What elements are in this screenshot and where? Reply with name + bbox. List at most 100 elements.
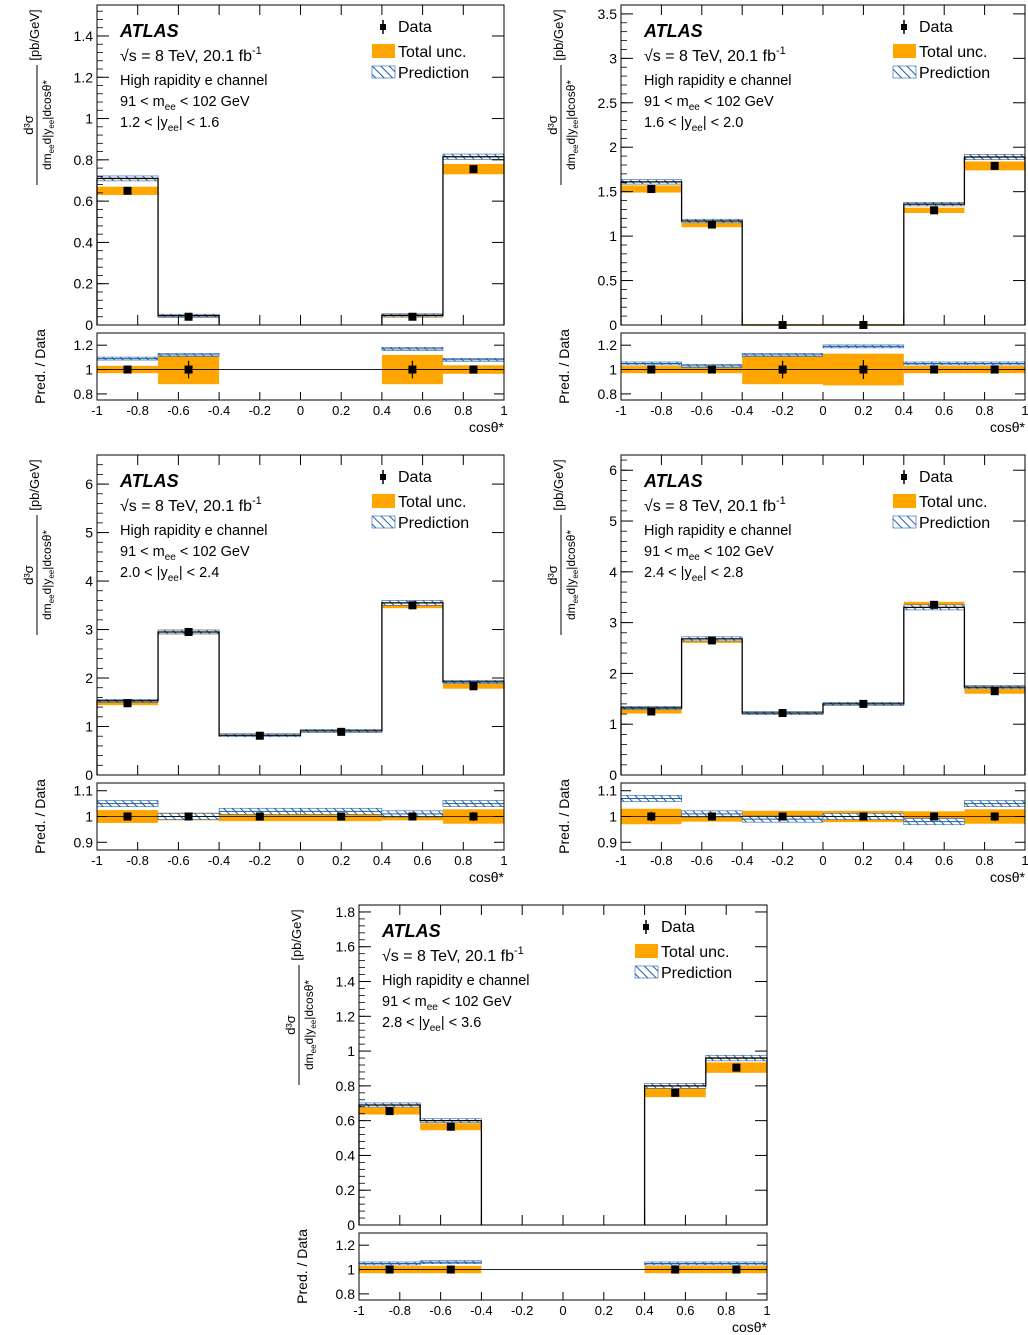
data-point [647,185,656,193]
y-tick-label: 1.4 [74,28,94,44]
ratio-axis-title: Pred. / Data [556,779,572,854]
x-tick-label: 0.8 [976,853,994,868]
y-tick-label: 1.5 [598,184,618,200]
x-tick-label: 0.8 [717,1303,735,1318]
x-tick-label: -0.2 [511,1303,533,1318]
legend-total-unc-label: Total unc. [398,44,466,61]
x-axis-title: cosθ* [732,1319,768,1335]
x-axis-title: cosθ* [469,419,505,435]
channel-label: High rapidity e channel [120,523,268,539]
panel-2: 0 0.5 1 1.5 2 2.5 3 3.5 ATLAS √s = 8 TeV, 20.1 fb… [545,4,1028,435]
y-axis-numerator: d³σ [545,115,560,135]
y-axis-title: d³σ dmeed|yee|dcosθ* [pb/GeV] [21,9,56,185]
prediction-histogram [96,156,505,325]
x-tick-label: -0.4 [208,403,230,418]
ratio-y-tick-label: 1 [609,809,617,825]
x-tick-label: 0.2 [332,853,350,868]
y-tick-label: 2 [609,665,617,681]
y-axis-title: d³σ dmeed|yee|dcosθ* [pb/GeV] [545,459,580,635]
data-point [990,161,999,170]
ratio-y-tick-label: 1.2 [74,337,94,353]
data-point [859,699,868,708]
data-point [778,709,787,718]
y-tick-label: 0 [85,317,93,333]
ratio-y-tick-label: 1.1 [598,783,618,799]
ratio-y-tick-label: 1 [85,362,93,378]
energy-label: √s = 8 TeV, 20.1 fb-1 [644,45,786,65]
ratio-y-tick-label: 0.9 [74,834,94,850]
energy-label: √s = 8 TeV, 20.1 fb-1 [644,495,786,515]
y-tick-label: 2 [609,139,617,155]
legend-total-unc-swatch [893,494,916,508]
y-tick-label: 0.4 [74,234,94,250]
x-tick-label: -0.6 [691,403,713,418]
x-tick-label: 0.2 [854,853,872,868]
y-tick-label: 1 [609,228,617,244]
y-tick-label: 3 [609,50,617,66]
mass-label: 91 < mee < 102 GeV [120,94,250,113]
x-tick-label: 0.6 [414,403,432,418]
x-tick-label: 0 [297,853,304,868]
atlas-label: ATLAS [119,471,179,491]
legend-prediction-swatch [371,65,396,79]
channel-label: High rapidity e channel [382,973,530,989]
prediction-histogram [96,602,505,775]
y-axis-unit: [pb/GeV] [27,9,42,60]
ratio-y-tick-label: 1 [347,1262,355,1278]
panel-1: 0 0.2 0.4 0.6 0.8 1 1.2 1.4 ATLAS √s = 8 TeV, 20.… [21,4,508,435]
mass-label: 91 < mee < 102 GeV [644,544,774,563]
channel-label: High rapidity e channel [120,73,268,89]
ratio-y-tick-label: 1 [609,362,617,378]
y-axis-title: d³σ dmeed|yee|dcosθ* [pb/GeV] [283,909,318,1085]
y-axis-numerator: d³σ [545,565,560,585]
legend-prediction-label: Prediction [661,965,732,982]
legend-data-label: Data [661,919,695,936]
panel-5: 0 0.2 0.4 0.6 0.8 1 1.2 1.4 1.6 1.8 ATLAS √s = 8 Te… [283,904,771,1335]
y-tick-label: 0 [609,317,617,333]
data-point [990,687,999,696]
ratio-axis-title: Pred. / Data [32,779,48,854]
x-tick-label: -0.4 [470,1303,492,1318]
legend-prediction-label: Prediction [398,515,469,532]
legend-total-unc-label: Total unc. [661,944,729,961]
legend-data-label: Data [919,19,953,36]
data-point [930,206,939,215]
x-tick-label: -0.6 [429,1303,451,1318]
y-tick-label: 0.5 [598,273,618,289]
rapidity-label: 2.4 < |yee| < 2.8 [644,565,743,584]
rapidity-label: 2.0 < |yee| < 2.4 [120,565,219,584]
x-tick-label: -0.6 [167,853,189,868]
x-tick-label: -0.2 [771,403,793,418]
x-tick-label: -0.8 [126,403,148,418]
x-tick-label: -0.6 [167,403,189,418]
x-tick-label: 0 [297,403,304,418]
energy-label: √s = 8 TeV, 20.1 fb-1 [120,495,262,515]
legend-total-unc-swatch [372,494,395,508]
x-tick-label: 1 [1021,853,1028,868]
x-tick-label: -0.2 [249,403,271,418]
x-tick-label: 0.4 [895,853,913,868]
data-point [469,165,478,174]
data-point [469,682,478,691]
x-tick-label: 0 [819,403,826,418]
x-tick-label: 0.4 [895,403,913,418]
y-tick-label: 6 [85,476,93,492]
data-point [408,312,417,321]
legend-data-label: Data [398,469,432,486]
data-point [446,1122,455,1131]
y-tick-label: 1.4 [336,974,356,990]
y-tick-label: 2.5 [598,95,618,111]
y-axis-numerator: d³σ [21,115,36,135]
legend-prediction-swatch [634,965,659,979]
y-tick-label: 1 [85,111,93,127]
data-point [385,1107,394,1116]
y-tick-label: 0 [609,767,617,783]
y-axis-denominator: dmeed|yee|dcosθ* [40,530,56,620]
legend-data-label: Data [398,19,432,36]
y-tick-label: 3 [609,615,617,631]
mass-label: 91 < mee < 102 GeV [644,94,774,113]
y-tick-label: 0 [347,1217,355,1233]
legend-prediction-label: Prediction [919,65,990,82]
x-tick-label: 0.4 [373,403,391,418]
